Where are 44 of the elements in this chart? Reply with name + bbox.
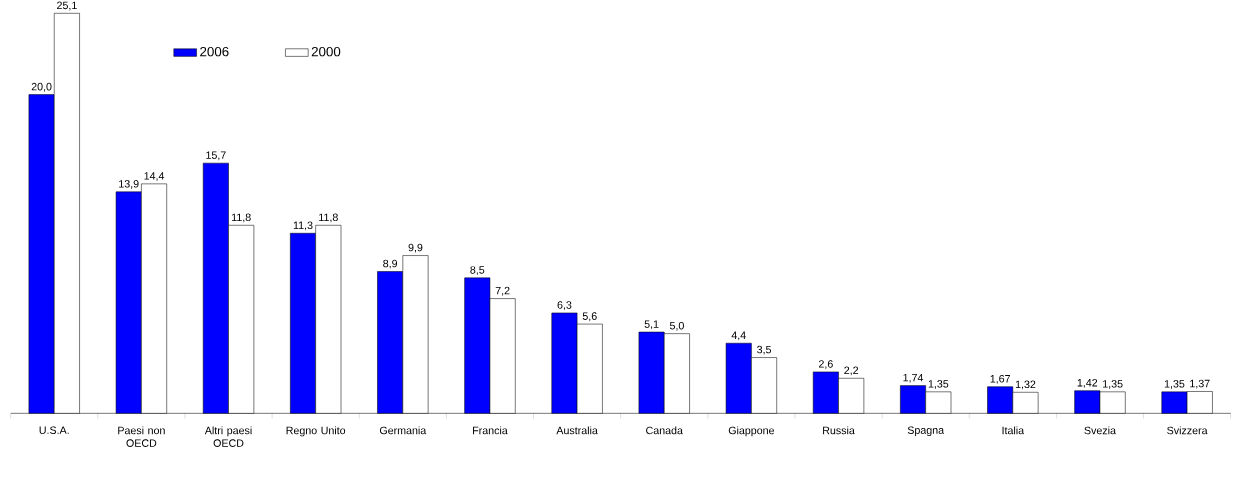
data-label: 1,42 [1077, 378, 1098, 388]
data-label: 8,5 [470, 266, 485, 275]
x-tick-label: U.S.A. [39, 426, 69, 434]
data-label: 25,1 [57, 1, 77, 11]
data-label: 1,67 [990, 374, 1010, 384]
data-label: 5,1 [644, 320, 659, 330]
data-label: 13,9 [119, 180, 139, 189]
data-label: 4,4 [731, 331, 746, 341]
data-label: 1,35 [1103, 380, 1123, 389]
data-label: 20,0 [31, 82, 52, 92]
x-tick-label: Australia [556, 426, 598, 435]
x-tick-label: Svizzera [1167, 426, 1208, 435]
data-label: 7,2 [495, 286, 510, 296]
data-label: 1,37 [1190, 379, 1210, 389]
data-label: 1,74 [903, 373, 924, 383]
x-tick-label: Regno Unito [286, 426, 346, 437]
data-label: 14,4 [144, 172, 165, 181]
x-tick-label: Altri paesi OECD [204, 426, 252, 447]
x-tick-label: Giappone [728, 426, 775, 437]
x-tick-label: Germania [379, 426, 427, 435]
data-label: 5,6 [582, 312, 597, 322]
x-tick-label: Spagna [907, 426, 945, 437]
data-label: 11,8 [232, 213, 251, 223]
data-label: 11,8 [319, 213, 338, 223]
data-label: 8,9 [383, 259, 398, 269]
data-label: 1,35 [1164, 380, 1185, 389]
x-tick-label: Italia [1002, 426, 1025, 435]
data-label: 5,0 [669, 321, 684, 331]
data-label: 6,3 [557, 301, 572, 310]
data-label: 1,35 [928, 380, 949, 389]
data-label: 11,3 [293, 221, 313, 231]
x-tick-label: Svezia [1084, 426, 1116, 435]
x-tick-label: Russia [823, 426, 855, 435]
data-label: 3,5 [757, 345, 772, 355]
data-label: 2,6 [819, 360, 833, 369]
x-tick-label: Francia [473, 426, 508, 435]
data-label: 1,32 [1015, 380, 1036, 390]
x-tick-label: Canada [646, 426, 683, 435]
data-label: 9,9 [408, 243, 423, 253]
data-label: 15,7 [206, 151, 226, 161]
x-tick-label: Paesi non OECD [118, 426, 165, 447]
legend-label: 2000 [311, 46, 341, 57]
legend-label: 2006 [200, 46, 229, 57]
data-label: 2,2 [844, 366, 859, 376]
